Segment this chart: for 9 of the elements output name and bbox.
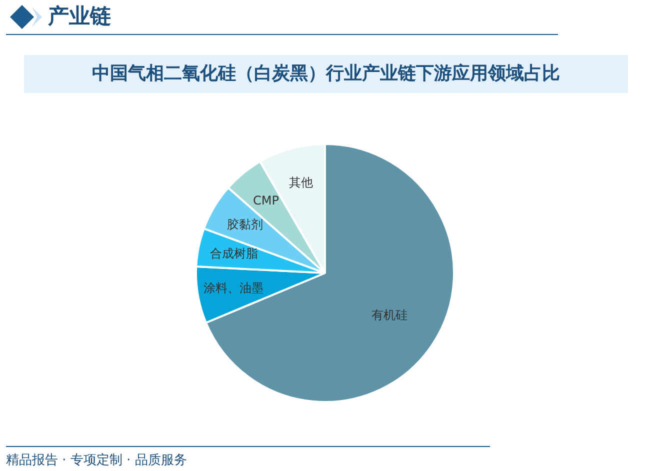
slice-label: 其他 xyxy=(288,175,313,190)
slice-label: 涂料、油墨 xyxy=(204,281,264,296)
chart-title: 中国气相二氧化硅（白炭黑）行业产业链下游应用领域占比 xyxy=(24,55,628,93)
slice-label: CMP xyxy=(253,193,280,208)
chart-subtitle: 产业链 xyxy=(48,3,111,30)
slice-label: 合成树脂 xyxy=(210,246,258,261)
text: 精品报告 · 专项定制 · 品质服务 xyxy=(6,452,187,469)
slice-label: 胶黏剂 xyxy=(227,218,264,232)
slice-label: 有机硅 xyxy=(371,308,408,322)
